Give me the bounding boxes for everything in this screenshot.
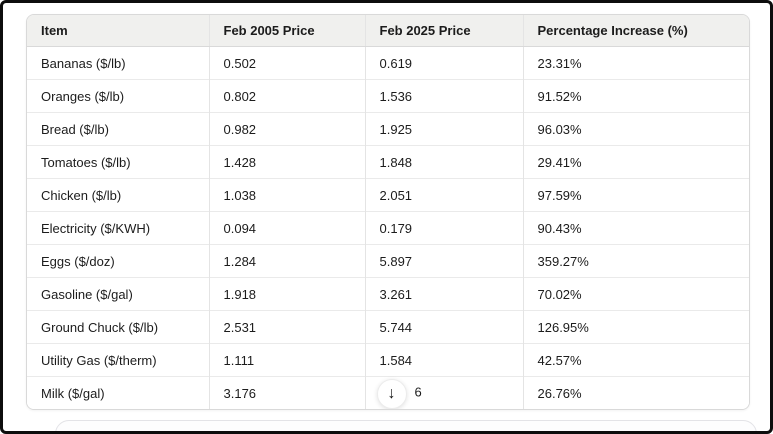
table-row: Bread ($/lb) 0.982 1.925 96.03% [27, 112, 749, 146]
cell-item: Milk ($/gal) [27, 376, 209, 409]
table-row: Gasoline ($/gal) 1.918 3.261 70.02% [27, 277, 749, 311]
cell-feb-2005-price: 1.918 [208, 277, 365, 311]
scroll-to-bottom-button[interactable]: ↓ [376, 379, 407, 409]
cell-percentage-increase: 42.57% [522, 343, 749, 377]
cell-feb-2005-price: 0.982 [208, 112, 365, 146]
cell-feb-2005-price: 0.502 [208, 46, 365, 80]
table-row: Oranges ($/lb) 0.802 1.536 91.52% [27, 79, 749, 113]
cell-percentage-increase: 29.41% [522, 145, 749, 179]
cell-percentage-increase: 70.02% [522, 277, 749, 311]
table-row: Bananas ($/lb) 0.502 0.619 23.31% [27, 46, 749, 80]
cell-item: Eggs ($/doz) [27, 244, 209, 278]
cell-percentage-increase: 97.59% [522, 178, 749, 212]
cell-item: Gasoline ($/gal) [27, 277, 209, 311]
column-header-percentage-increase: Percentage Increase (%) [522, 15, 749, 47]
table-row: Chicken ($/lb) 1.038 2.051 97.59% [27, 178, 749, 212]
table-header-row: Item Feb 2005 Price Feb 2025 Price Percenta… [27, 15, 749, 47]
cell-feb-2025-price: 1.848 [364, 145, 523, 179]
cell-feb-2025-price: 1.584 [364, 343, 523, 377]
table-row: Eggs ($/doz) 1.284 5.897 359.27% [27, 244, 749, 278]
cell-item: Utility Gas ($/therm) [27, 343, 209, 377]
cell-feb-2025-price: 3.261 [364, 277, 523, 311]
cell-feb-2005-price: 0.802 [208, 79, 365, 113]
column-header-feb-2005-price: Feb 2005 Price [208, 15, 365, 47]
cell-feb-2025-price: 2.051 [364, 178, 523, 212]
cell-feb-2025-price: ↓ 6 [364, 376, 523, 409]
cell-percentage-increase: 91.52% [522, 79, 749, 113]
chat-input-panel-edge[interactable] [55, 420, 757, 431]
cell-feb-2025-price: 0.619 [364, 46, 523, 80]
cell-item: Bread ($/lb) [27, 112, 209, 146]
price-comparison-table: Item Feb 2005 Price Feb 2025 Price Percenta… [27, 15, 749, 409]
cell-feb-2005-price: 1.038 [208, 178, 365, 212]
table-row: Tomatoes ($/lb) 1.428 1.848 29.41% [27, 145, 749, 179]
cell-feb-2005-price: 1.111 [208, 343, 365, 377]
column-header-item: Item [27, 15, 209, 47]
cell-feb-2025-price: 1.536 [364, 79, 523, 113]
cell-feb-2005-price: 1.428 [208, 145, 365, 179]
cell-item: Tomatoes ($/lb) [27, 145, 209, 179]
down-arrow-icon: ↓ [387, 385, 396, 402]
cell-item: Bananas ($/lb) [27, 46, 209, 80]
price-table-card: Item Feb 2005 Price Feb 2025 Price Percenta… [26, 14, 750, 410]
cell-feb-2005-price: 3.176 [208, 376, 365, 409]
cell-percentage-increase: 126.95% [522, 310, 749, 344]
cell-percentage-increase: 90.43% [522, 211, 749, 245]
cell-percentage-increase: 26.76% [522, 376, 749, 409]
cell-percentage-increase: 23.31% [522, 46, 749, 80]
cell-feb-2025-price: 5.744 [364, 310, 523, 344]
cell-feb-2005-price: 2.531 [208, 310, 365, 344]
cell-percentage-increase: 359.27% [522, 244, 749, 278]
column-header-feb-2025-price: Feb 2025 Price [364, 15, 523, 47]
cell-item: Oranges ($/lb) [27, 79, 209, 113]
cell-feb-2025-price: 0.179 [364, 211, 523, 245]
cell-item: Electricity ($/KWH) [27, 211, 209, 245]
cell-percentage-increase: 96.03% [522, 112, 749, 146]
table-row: Milk ($/gal) 3.176 ↓ 6 26.76% [27, 376, 749, 409]
cell-feb-2025-price: 1.925 [364, 112, 523, 146]
cell-item: Chicken ($/lb) [27, 178, 209, 212]
table-row: Utility Gas ($/therm) 1.111 1.584 42.57% [27, 343, 749, 377]
cell-feb-2025-price: 5.897 [364, 244, 523, 278]
table-row: Electricity ($/KWH) 0.094 0.179 90.43% [27, 211, 749, 245]
table-row: Ground Chuck ($/lb) 2.531 5.744 126.95% [27, 310, 749, 344]
cell-item: Ground Chuck ($/lb) [27, 310, 209, 344]
cell-feb-2005-price: 1.284 [208, 244, 365, 278]
cell-feb-2005-price: 0.094 [208, 211, 365, 245]
